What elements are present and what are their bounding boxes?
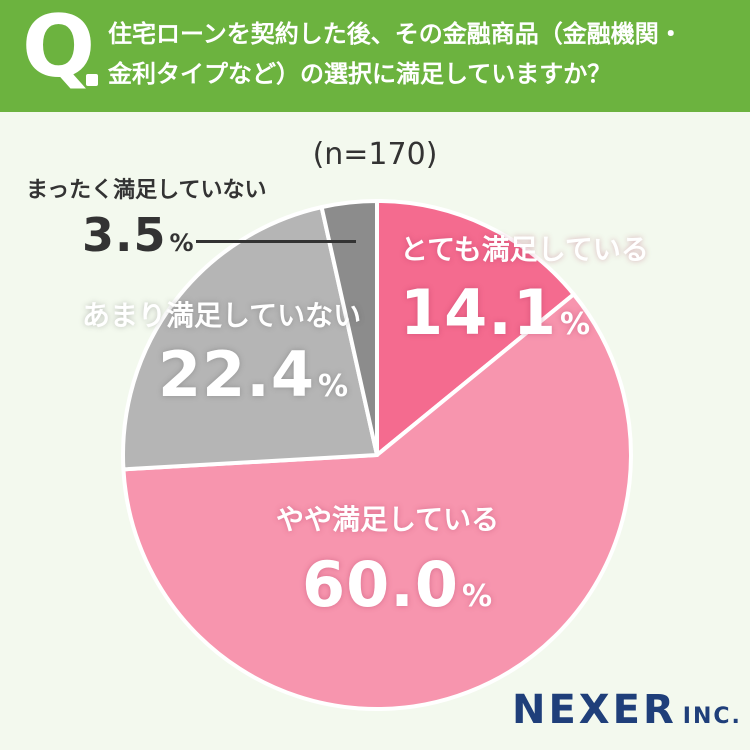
leader-line bbox=[196, 240, 356, 243]
slice-label-not-at-all-satisfied: まったく満足していない 3.5% bbox=[26, 178, 267, 262]
nexer-logo: NEXER INC. bbox=[512, 690, 742, 730]
question-header: Q 住宅ローンを契約した後、その金融商品（金融機関・ 金利タイプなど）の選択に満… bbox=[0, 0, 750, 112]
slice-value: 60.0% bbox=[302, 548, 494, 621]
question-text-line2: 金利タイプなど）の選択に満足していますか？ bbox=[108, 60, 612, 88]
slice-value: 3.5% bbox=[82, 208, 195, 262]
logo-name: NEXER bbox=[512, 687, 677, 733]
q-dot bbox=[86, 74, 98, 86]
pie-slice-somewhat-satisfied bbox=[121, 292, 633, 711]
logo-suffix: INC. bbox=[682, 704, 742, 729]
slice-name: あまり満足していない bbox=[82, 299, 362, 332]
pie-slice-very-satisfied bbox=[375, 199, 576, 457]
slice-value: 14.1% bbox=[400, 276, 592, 349]
slice-name: とても満足している bbox=[400, 233, 649, 266]
sample-size: (n=170) bbox=[312, 137, 438, 172]
pie-slice-not-very-satisfied bbox=[121, 205, 379, 472]
slice-label-very-satisfied: とても満足している 14.1% bbox=[400, 236, 649, 344]
slice-label-somewhat-satisfied: やや満足している 60.0% bbox=[276, 506, 499, 616]
slice-label-not-very-satisfied: あまり満足していない 22.4% bbox=[82, 302, 361, 406]
pie-slice-not-at-all-satisfied bbox=[319, 199, 379, 457]
slice-name: まったく満足していない bbox=[26, 178, 267, 203]
q-mark: Q bbox=[22, 0, 96, 97]
slice-name: やや満足している bbox=[276, 503, 500, 536]
question-text-line1: 住宅ローンを契約した後、その金融商品（金融機関・ bbox=[108, 20, 683, 48]
slice-value: 22.4% bbox=[158, 338, 350, 411]
